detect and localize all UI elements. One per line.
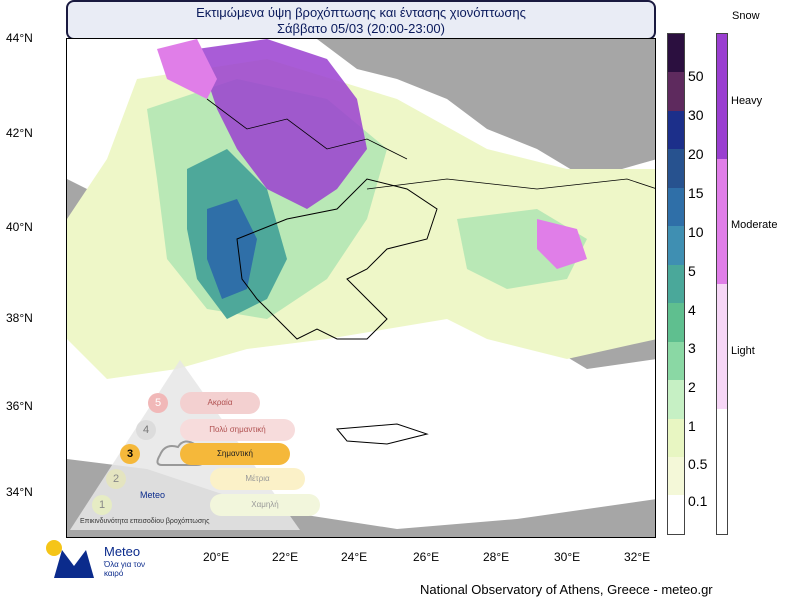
map-title: Εκτιμώμενα ύψη βροχόπτωσης και έντασης χ…: [66, 0, 656, 40]
meteo-logo: [46, 540, 94, 578]
tier-5-label: Ακραία: [207, 398, 233, 407]
snow-label-heavy: Heavy: [731, 95, 763, 107]
precip-swatch: [668, 110, 684, 150]
precip-label-10: 10: [688, 224, 704, 240]
precip-label-15: 15: [688, 185, 704, 201]
lat-label-38: 38°N: [6, 311, 33, 325]
tier-3-label: Σημαντική: [216, 449, 253, 458]
snow-label-light: Light: [731, 345, 755, 357]
lon-label-28: 28°E: [483, 550, 510, 564]
snow-scale-title: Snow: [732, 10, 760, 22]
tier-2-label: Μέτρια: [245, 474, 270, 483]
lon-label-22: 22°E: [272, 550, 299, 564]
turkey-border: [366, 178, 655, 190]
precip-swatch: [668, 72, 684, 111]
lon-label-30: 30°E: [554, 550, 581, 564]
precip-swatch: [668, 303, 684, 342]
tier-3-number: 3: [120, 444, 140, 464]
title-line-2: Σάββατο 05/03 (20:00-23:00): [276, 21, 445, 36]
precip-swatch: [668, 341, 684, 381]
map-canvas: [67, 39, 655, 537]
overlay-caption: Επικινδυνότητα επεισοδίου βροχόπτωσης: [80, 518, 210, 525]
precip-swatch: [668, 187, 684, 227]
tier-4-number: 4: [136, 420, 156, 440]
lon-label-20: 20°E: [203, 550, 230, 564]
map-footer: National Observatory of Athens, Greece -…: [420, 582, 713, 597]
land-gray-north: [317, 39, 655, 179]
severity-overlay: Ακραία 5 Πολύ σημαντική 4 Σημαντική 3 Μέ…: [70, 360, 330, 530]
logo-tagline: Όλα για τον καιρό: [104, 560, 146, 578]
lon-label-26: 26°E: [413, 550, 440, 564]
precip-swatch: [668, 495, 684, 534]
tier-4-label: Πολύ σημαντική: [209, 425, 266, 434]
lat-label-44: 44°N: [6, 31, 33, 45]
snow-swatch: [717, 284, 727, 409]
precip-label-1: 1: [688, 418, 696, 434]
greece-coastline: [236, 178, 438, 340]
tier-4: Πολύ σημαντική: [180, 419, 295, 441]
tier-5: Ακραία: [180, 392, 260, 414]
precip-label-0-1: 0.1: [688, 493, 708, 509]
sun-icon: [46, 540, 62, 556]
weather-map: [66, 38, 656, 538]
lat-label-40: 40°N: [6, 220, 33, 234]
crete-island: [336, 423, 429, 445]
precip-label-0-5: 0.5: [688, 456, 708, 472]
tier-5-number: 5: [148, 393, 168, 413]
overlay-brand: Meteo: [140, 490, 166, 500]
precip-label-30: 30: [688, 107, 704, 123]
snow-east-area: [537, 219, 587, 269]
balkan-borders: [206, 98, 408, 160]
precip-swatch: [668, 380, 684, 419]
precip-label-50: 50: [688, 68, 704, 84]
tier-2-number: 2: [106, 469, 126, 489]
snow-swatch: [717, 159, 727, 284]
precip-label-5: 5: [688, 263, 696, 279]
precip-swatch: [668, 456, 684, 496]
precip-heavy-area: [207, 199, 257, 299]
tier-1-number: 1: [92, 495, 112, 515]
precip-swatch: [668, 226, 684, 265]
precip-label-2: 2: [688, 379, 696, 395]
lon-label-24: 24°E: [341, 550, 368, 564]
precip-label-4: 4: [688, 302, 696, 318]
precip-swatch: [668, 149, 684, 188]
logo-name: Meteo: [104, 544, 141, 559]
precip-colorbar: [667, 33, 685, 535]
snow-colorbar: [716, 33, 728, 535]
snow-label-moderate: Moderate: [731, 219, 778, 231]
precip-swatch: [668, 418, 684, 457]
tier-2: Μέτρια: [210, 468, 305, 490]
precip-swatch: [668, 34, 684, 73]
snow-heavy-area: [197, 39, 367, 209]
lat-label-42: 42°N: [6, 126, 33, 140]
lat-label-36: 36°N: [6, 399, 33, 413]
title-line-1: Εκτιμώμενα ύψη βροχόπτωσης και έντασης χ…: [196, 5, 526, 20]
lon-label-32: 32°E: [624, 550, 651, 564]
snow-swatch: [717, 34, 727, 159]
tier-3: Σημαντική: [180, 443, 290, 465]
m-mark-icon: [54, 550, 94, 578]
snow-swatch: [717, 409, 727, 534]
precip-swatch: [668, 264, 684, 304]
precip-label-3: 3: [688, 340, 696, 356]
tier-1: Χαμηλή: [210, 494, 320, 516]
lat-label-34: 34°N: [6, 485, 33, 499]
precip-label-20: 20: [688, 146, 704, 162]
snow-moderate-area: [157, 39, 217, 99]
tier-1-label: Χαμηλή: [251, 500, 279, 509]
